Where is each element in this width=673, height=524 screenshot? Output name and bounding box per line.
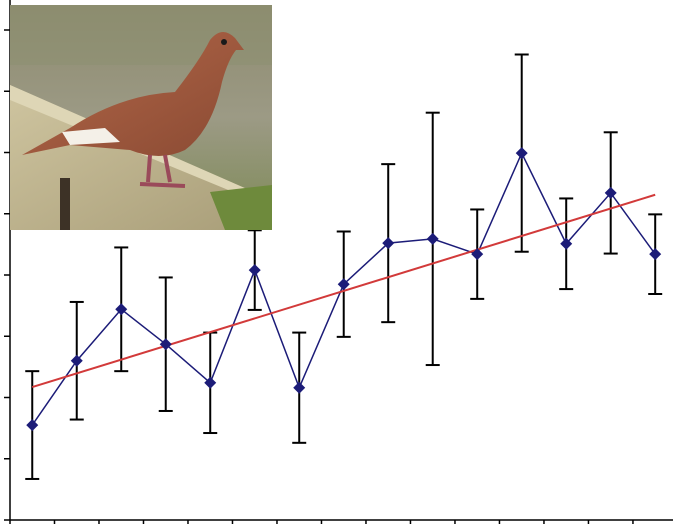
data-point [249, 264, 261, 276]
data-point [427, 233, 439, 245]
photo-bird-eye [221, 39, 227, 45]
data-point [649, 248, 661, 260]
data-point [26, 419, 38, 431]
photo-post [60, 178, 70, 230]
data-point [516, 147, 528, 159]
chart [0, 0, 673, 524]
data-point [293, 382, 305, 394]
dove-photo [10, 5, 272, 230]
page: {"chart_data": {"type": "line", "x": [1,… [0, 0, 673, 524]
photo-grass [10, 5, 272, 65]
